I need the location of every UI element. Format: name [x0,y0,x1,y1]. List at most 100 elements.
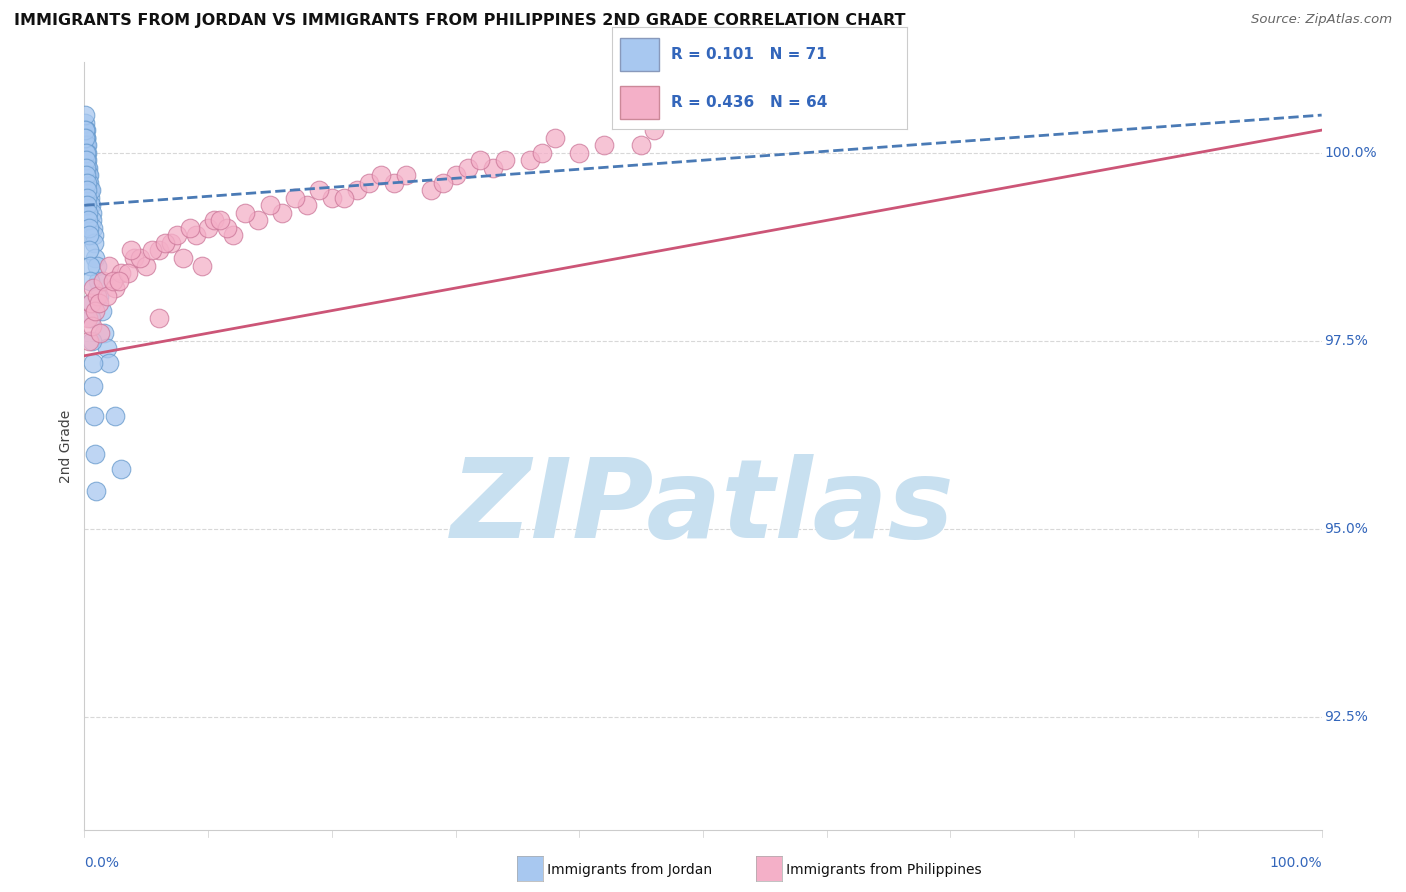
Point [531,145,554,160]
Point [83,446,105,460]
Point [83,228,105,243]
Point [82,379,104,393]
Point [321,191,343,205]
Point [76,161,98,175]
Point [82,356,104,370]
Point [148,244,170,258]
Bar [620,87,659,119]
Point [76,138,98,153]
Text: R = 0.436   N = 64: R = 0.436 N = 64 [671,95,827,111]
Point [77,220,100,235]
Point [160,235,183,250]
Point [543,130,565,145]
Point [117,266,139,280]
Point [470,153,492,168]
Point [382,176,405,190]
Point [77,168,100,182]
Point [108,274,131,288]
Point [101,274,124,288]
Point [346,183,368,197]
Point [76,206,98,220]
Point [89,296,111,310]
Point [75,161,97,175]
Point [82,220,104,235]
Text: 100.0%: 100.0% [1270,856,1322,871]
Text: 92.5%: 92.5% [1324,710,1368,723]
Point [75,130,97,145]
Point [75,123,97,137]
Point [357,176,380,190]
Point [271,206,294,220]
Point [419,183,441,197]
Point [166,228,188,243]
Point [89,288,111,302]
Point [481,161,503,175]
Point [643,123,665,137]
Point [98,356,121,370]
Point [222,228,245,243]
Point [96,341,118,355]
Point [79,334,101,348]
Point [77,213,100,227]
Point [80,334,103,348]
Point [75,138,97,153]
Point [122,251,145,265]
Point [120,244,142,258]
Point [91,274,114,288]
Point [79,244,101,258]
Point [82,281,104,295]
Point [93,326,115,341]
Point [76,161,98,175]
Point [432,176,454,190]
Point [79,198,101,212]
Point [202,213,225,227]
Text: IMMIGRANTS FROM JORDAN VS IMMIGRANTS FROM PHILIPPINES 2ND GRADE CORRELATION CHAR: IMMIGRANTS FROM JORDAN VS IMMIGRANTS FRO… [14,13,905,29]
Point [370,168,392,182]
Point [75,145,97,160]
Point [75,123,97,137]
Point [84,251,107,265]
Point [129,251,152,265]
Text: 0.0%: 0.0% [84,856,120,871]
Point [84,484,107,499]
Point [77,176,100,190]
Point [84,303,107,318]
Y-axis label: 2nd Grade: 2nd Grade [59,409,73,483]
Point [79,183,101,197]
Point [80,206,103,220]
Point [519,153,541,168]
Point [233,206,256,220]
Point [75,138,97,153]
Point [80,318,103,333]
Point [104,281,127,295]
Point [444,168,467,182]
Point [75,130,97,145]
Point [630,138,652,153]
Point [179,220,201,235]
Point [593,138,616,153]
Point [76,153,98,168]
Point [75,130,97,145]
Point [77,168,100,182]
Point [76,176,98,190]
Text: ZIPatlas: ZIPatlas [451,454,955,561]
Point [75,153,97,168]
Point [153,235,176,250]
Point [284,191,307,205]
Point [83,235,105,250]
Point [75,153,97,168]
Point [98,259,121,273]
Point [76,191,98,205]
Point [172,251,194,265]
Point [76,168,98,182]
Point [135,259,157,273]
Bar [620,38,659,70]
Point [82,213,104,227]
Point [209,213,232,227]
Point [75,168,97,182]
Point [76,198,98,212]
Point [75,138,97,153]
Point [79,176,101,190]
Point [259,198,281,212]
Point [76,161,98,175]
